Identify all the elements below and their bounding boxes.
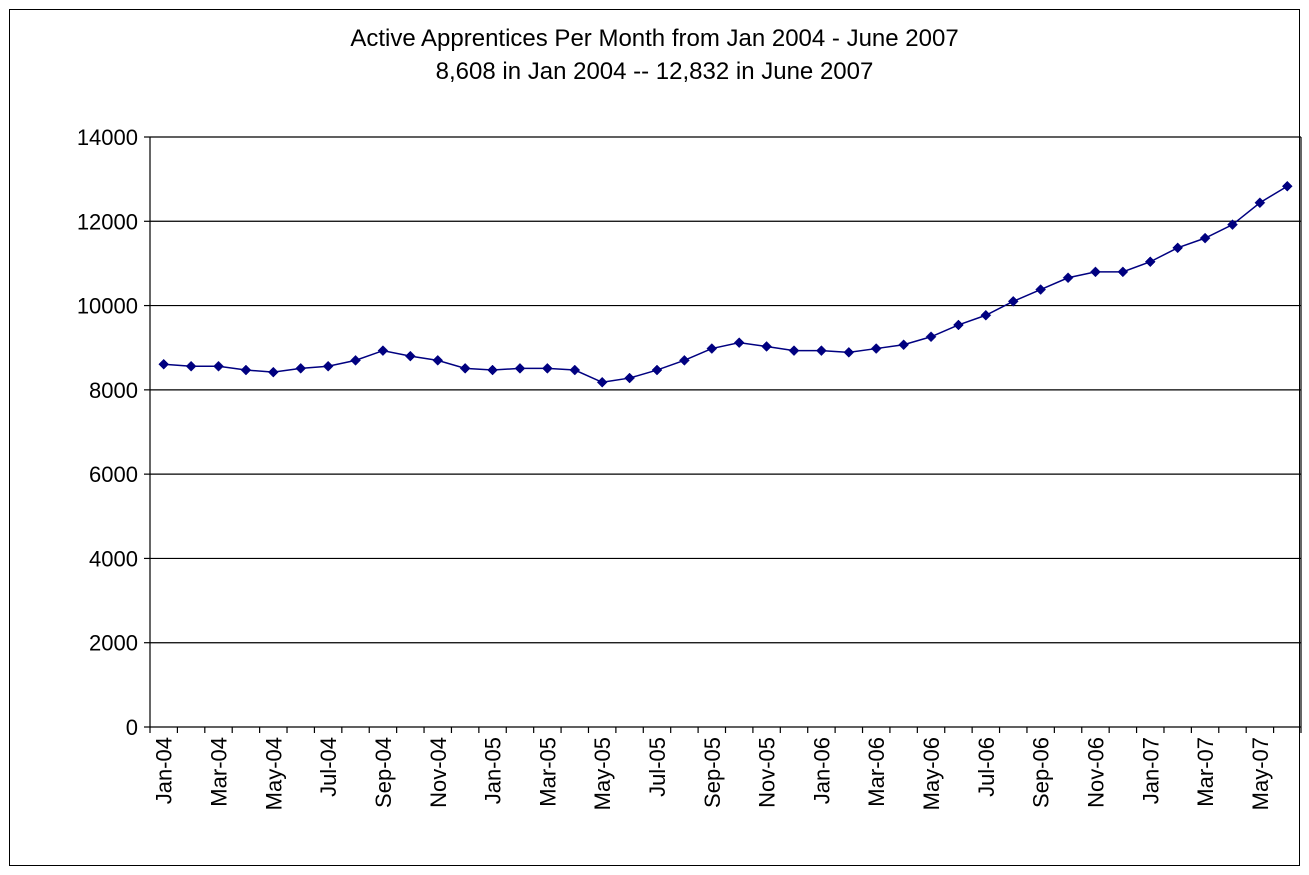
chart-subtitle: 8,608 in Jan 2004 -- 12,832 in June 2007 [435, 58, 874, 85]
series-apprentices [158, 180, 1293, 388]
data-point [350, 355, 361, 366]
data-point [925, 331, 937, 343]
x-tick-label: Jul-06 [974, 737, 999, 797]
data-point [185, 360, 197, 372]
data-point [1090, 266, 1101, 278]
chart-title: Active Apprentices Per Month from Jan 20… [350, 25, 959, 52]
x-tick-label: Nov-06 [1083, 737, 1108, 808]
y-tick-label: 12000 [77, 209, 138, 234]
y-tick-label: 14000 [77, 125, 138, 150]
data-point [1254, 197, 1266, 209]
x-tick-label: Mar-06 [864, 737, 889, 807]
x-tick-label: Nov-05 [755, 737, 780, 808]
x-tick-label: Sep-04 [371, 737, 396, 808]
data-point [158, 358, 170, 370]
data-point [322, 360, 334, 372]
data-point [1007, 296, 1019, 307]
data-point [898, 339, 909, 351]
gridlines [150, 136, 1302, 727]
chart-frame [9, 9, 1300, 866]
data-point [843, 346, 855, 358]
series-line [163, 185, 1288, 384]
x-tick-label: Sep-06 [1029, 737, 1054, 808]
y-tick-label: 4000 [89, 546, 138, 571]
data-point [651, 364, 663, 376]
data-point [706, 343, 718, 354]
y-tick-label: 2000 [89, 631, 138, 656]
chart-titles: Active Apprentices Per Month from Jan 20… [0, 22, 1309, 88]
data-point [267, 366, 279, 378]
y-tick-label: 0 [126, 715, 138, 740]
x-axis: Jan-04 Mar-04 May-04 Jul-04 Sep-04 Nov-04 Jan-… [149, 726, 1302, 810]
x-tick-label: Jan-06 [809, 737, 834, 804]
data-point [624, 372, 635, 384]
x-tick-label: Sep-05 [700, 737, 725, 808]
y-tick-label: 8000 [89, 378, 138, 403]
data-point [761, 341, 772, 352]
x-tick-label: Nov-04 [426, 737, 451, 808]
y-tick-label: 10000 [77, 294, 138, 319]
data-point [542, 363, 553, 374]
data-point [1227, 219, 1238, 231]
data-point [1281, 180, 1293, 192]
data-point [1199, 232, 1211, 244]
data-point [1117, 266, 1129, 278]
x-tick-label: Jul-04 [316, 737, 341, 797]
data-point [980, 309, 992, 321]
x-tick-label: Mar-04 [207, 737, 232, 807]
data-point [596, 376, 608, 388]
data-point [514, 363, 526, 374]
data-point [1172, 242, 1184, 254]
x-tick-label: Mar-05 [535, 737, 560, 807]
x-tick-label: Jul-05 [645, 737, 670, 797]
data-point [240, 364, 252, 376]
data-point [679, 355, 690, 366]
x-tick-label: May-06 [919, 737, 944, 810]
data-point [569, 364, 581, 376]
x-tick-label: Mar-07 [1193, 737, 1218, 807]
data-point [816, 345, 827, 357]
data-point [295, 363, 307, 374]
data-point [733, 337, 745, 349]
data-point [1062, 272, 1074, 284]
data-point [788, 345, 800, 357]
x-tick-label: Jan-07 [1138, 737, 1163, 804]
data-point [487, 364, 498, 376]
x-tick-label: May-05 [590, 737, 615, 810]
data-point [1035, 284, 1047, 295]
x-tick-label: May-04 [261, 737, 286, 810]
x-tick-label: May-07 [1248, 737, 1273, 810]
data-point [459, 363, 471, 374]
data-point [870, 343, 882, 354]
x-tick-label: Jan-05 [481, 737, 506, 804]
data-point [432, 355, 444, 366]
data-point [404, 350, 416, 362]
x-tick-label: Jan-04 [152, 737, 177, 804]
data-point [213, 360, 224, 372]
y-axis: 0 2000 4000 6000 8000 10000 12000 14000 [77, 125, 151, 740]
data-point [1144, 256, 1156, 268]
y-tick-label: 6000 [89, 462, 138, 487]
data-point [377, 345, 389, 357]
data-point [953, 319, 964, 331]
